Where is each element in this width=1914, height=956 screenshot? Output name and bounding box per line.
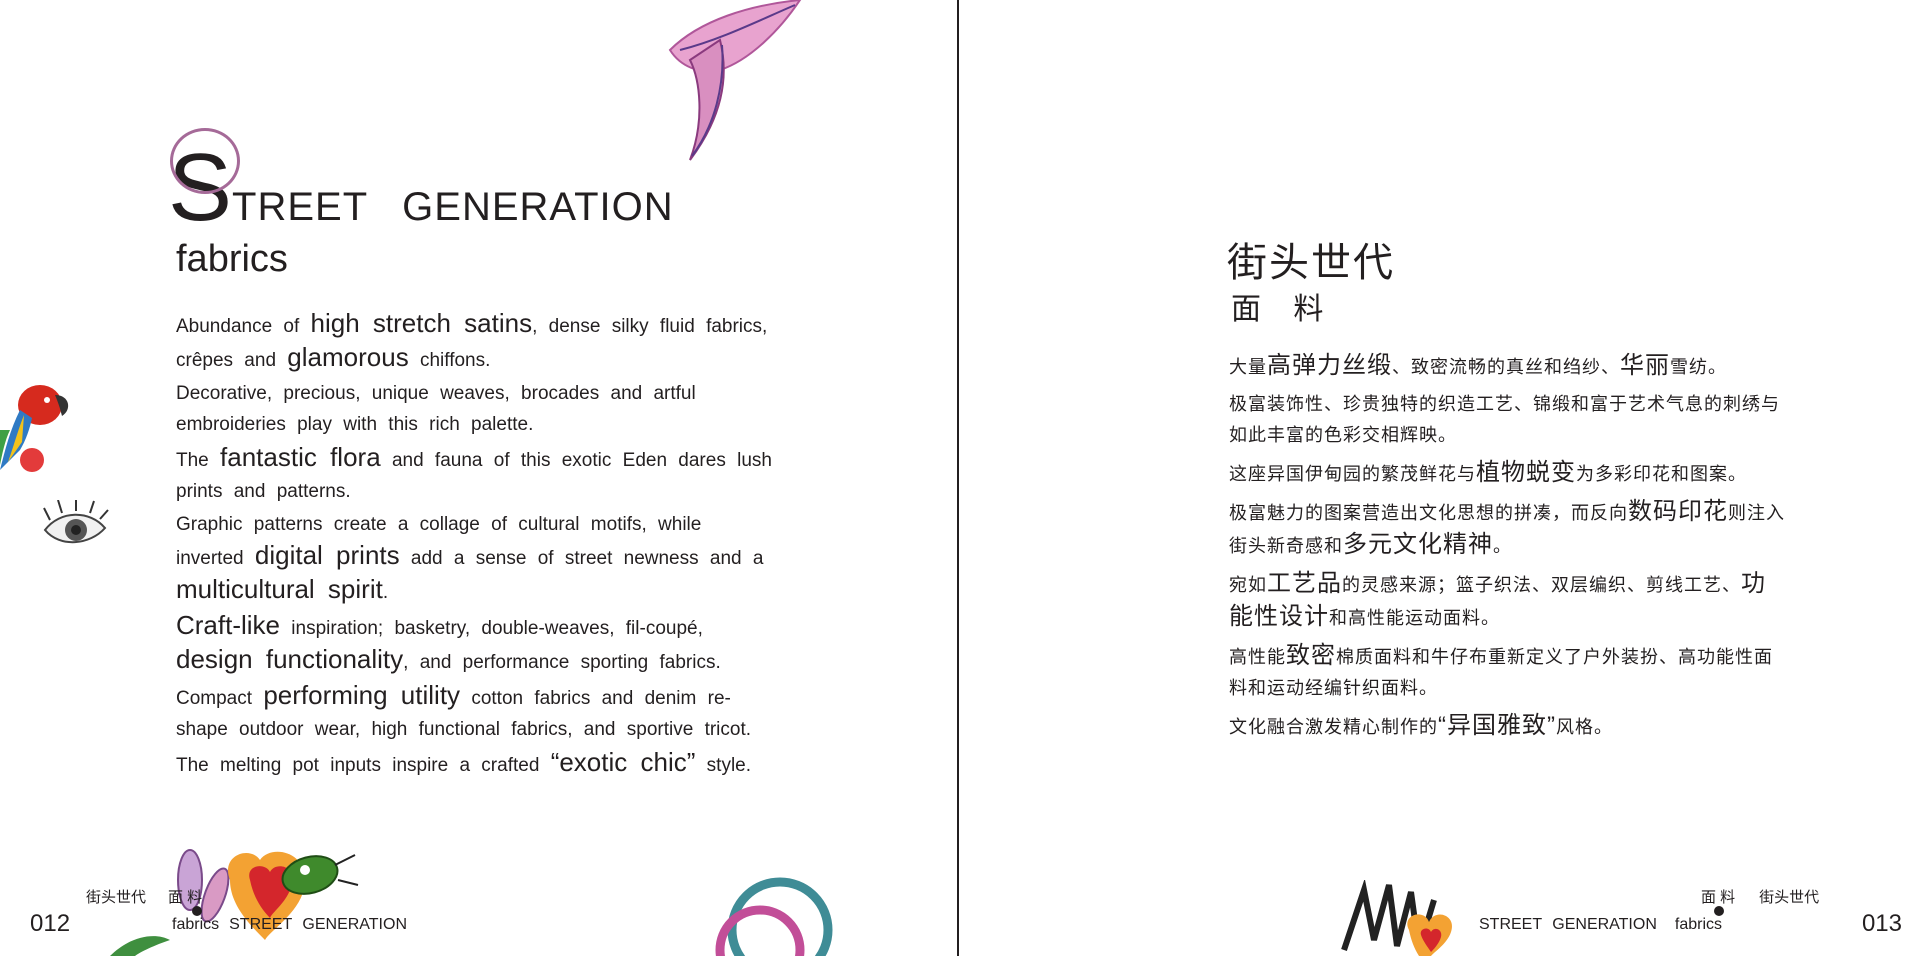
text-run: The melting pot inputs inspire a crafted: [176, 755, 540, 776]
footer-bullet: [1714, 906, 1724, 916]
text-run: and fauna of this exotic Eden dares lush…: [176, 450, 772, 502]
emphasis-run: 功能性设计: [1229, 570, 1766, 630]
emphasis-run: 多元文化精神: [1343, 531, 1493, 558]
running-footer-zh: 面 料 街头世代: [1701, 886, 1819, 907]
text-run: Compact: [176, 688, 253, 709]
page-subtitle: fabrics: [176, 238, 288, 280]
paragraph-1: Abundance of high stretch satins, dense …: [176, 308, 776, 376]
emphasis-run: glamorous: [287, 342, 409, 372]
text-run: The: [176, 450, 209, 471]
text-run: 这座异国伊甸园的繁茂鲜花与: [1229, 464, 1476, 484]
paragraph-4: Graphic patterns create a collage of cul…: [176, 509, 776, 608]
footer-en-subtitle: fabrics: [172, 916, 220, 933]
paragraph-zh-7: 文化融合激发精心制作的“异国雅致”风格。: [1229, 710, 1789, 743]
text-run: , and performance sporting fabrics.: [403, 652, 721, 673]
rings-illustration: [715, 877, 833, 956]
emphasis-run: multicultural spirit: [176, 574, 383, 604]
text-run: Decorative, precious, unique weaves, bro…: [176, 383, 696, 435]
page-title-zh: 街头世代: [1227, 241, 1395, 285]
right-page: 街头世代 面 料 大量高弹力丝缎、致密流畅的真丝和绉纱、华丽雪纺。 极富装饰性、…: [959, 0, 1914, 956]
text-run: , dense silky fluid fabrics, crêpes and: [176, 316, 768, 371]
title-word-2: GENERATION: [402, 185, 674, 229]
paragraph-5: Craft-like inspiration; basketry, double…: [176, 610, 776, 678]
text-run: 雪纺。: [1670, 357, 1727, 377]
emphasis-run: 致密: [1286, 642, 1336, 669]
scribble-flower-illustration: [1341, 880, 1453, 956]
paragraph-6: Compact performing utility cotton fabric…: [176, 680, 776, 745]
text-run: add a sense of street newness and a: [410, 548, 764, 569]
text-run: Graphic patterns create a collage of cul…: [176, 514, 702, 569]
emphasis-run: 华丽: [1620, 352, 1670, 379]
paragraph-zh-1: 大量高弹力丝缎、致密流畅的真丝和绉纱、华丽雪纺。: [1229, 350, 1789, 383]
emphasis-run: performing utility: [263, 680, 461, 710]
text-run: 、致密流畅的真丝和绉纱、: [1392, 357, 1620, 377]
text-run: cotton fabrics and denim re-shape outdoo…: [176, 688, 752, 740]
text-run: 宛如: [1229, 575, 1267, 595]
eye-illustration: [43, 500, 109, 544]
emphasis-run: fantastic flora: [220, 442, 381, 472]
footer-zh-subtitle: 面 料: [168, 889, 203, 906]
emphasis-run: Craft-like: [176, 610, 281, 640]
emphasis-run: 数码印花: [1628, 498, 1728, 525]
text-run: chiffons.: [419, 350, 491, 371]
emphasis-run: design functionality: [176, 644, 404, 674]
text-run: 的灵感来源；篮子织法、双层编织、剪线工艺、: [1342, 575, 1741, 595]
text-run: 高性能: [1229, 647, 1286, 667]
running-footer-en: STREET GENERATION fabrics: [1479, 916, 1722, 934]
heart-flower-illustration: [110, 849, 359, 956]
paragraph-zh-5: 宛如工艺品的灵感来源；篮子织法、双层编织、剪线工艺、功能性设计和高性能运动面料。: [1229, 568, 1789, 634]
footer-zh-subtitle: 面 料: [1701, 889, 1736, 906]
feather-illustration: [668, 0, 802, 161]
text-run: Abundance of: [176, 316, 300, 337]
emphasis-run: 植物蜕变: [1476, 459, 1576, 486]
page-gutter-line: [957, 0, 959, 956]
chinese-body: 大量高弹力丝缎、致密流畅的真丝和绉纱、华丽雪纺。 极富装饰性、珍贵独特的织造工艺…: [1229, 350, 1789, 749]
text-run: 和高性能运动面料。: [1329, 608, 1500, 628]
footer-en-title: STREET GENERATION: [1479, 916, 1657, 933]
paragraph-zh-4: 极富魅力的图案营造出文化思想的拼凑，而反向数码印花则注入街头新奇感和多元文化精神…: [1229, 496, 1789, 562]
emphasis-run: “exotic chic”: [550, 747, 696, 777]
title-block: S TREET GENERATION: [168, 128, 674, 236]
emphasis-run: 高弹力丝缎: [1267, 352, 1392, 379]
footer-en-subtitle: fabrics: [1674, 916, 1722, 933]
title-rest: TREET GENERATION: [232, 185, 674, 230]
text-run: 。: [1493, 536, 1512, 556]
text-run: 极富魅力的图案营造出文化思想的拼凑，而反向: [1229, 503, 1628, 523]
running-footer-en: fabrics STREET GENERATION: [172, 916, 407, 934]
footer-bullet: [192, 906, 202, 916]
text-run: 棉质面料和牛仔布重新定义了户外装扮、高功能性面料和运动经编针织面料。: [1229, 647, 1773, 698]
paragraph-7: The melting pot inputs inspire a crafted…: [176, 747, 776, 781]
page-number: 013: [1861, 910, 1902, 937]
emphasis-run: 工艺品: [1267, 570, 1342, 597]
title-word-1: TREET: [232, 185, 369, 229]
paragraph-zh-2: 极富装饰性、珍贵独特的织造工艺、锦缎和富于艺术气息的刺绣与如此丰富的色彩交相辉映…: [1229, 389, 1789, 451]
paragraph-3: The fantastic flora and fauna of this ex…: [176, 442, 776, 507]
left-page: S TREET GENERATION fabrics Abundance of h…: [0, 0, 833, 956]
paragraph-2: Decorative, precious, unique weaves, bro…: [176, 378, 776, 440]
paragraph-zh-6: 高性能致密棉质面料和牛仔布重新定义了户外装扮、高功能性面料和运动经编针织面料。: [1229, 640, 1789, 704]
footer-zh-title: 街头世代: [1759, 889, 1820, 906]
text-run: 风格。: [1555, 717, 1613, 737]
text-run: style.: [706, 755, 752, 776]
footer-en-title: STREET GENERATION: [229, 916, 407, 933]
text-run: 为多彩印花和图案。: [1576, 464, 1747, 484]
text-run: inspiration; basketry, double-weaves, fi…: [291, 618, 703, 639]
text-run: 极富装饰性、珍贵独特的织造工艺、锦缎和富于艺术气息的刺绣与如此丰富的色彩交相辉映…: [1229, 394, 1780, 445]
text-run: 文化融合激发精心制作的: [1229, 717, 1438, 737]
page-title: S TREET GENERATION: [168, 140, 674, 236]
parrot-illustration: [0, 385, 69, 472]
page-number: 012: [30, 910, 71, 937]
emphasis-run: “异国雅致”: [1438, 712, 1556, 739]
page-subtitle-zh: 面 料: [1231, 293, 1336, 326]
footer-zh-title: 街头世代: [86, 889, 147, 906]
emphasis-run: digital prints: [254, 540, 400, 570]
english-body: Abundance of high stretch satins, dense …: [176, 308, 776, 783]
emphasis-run: high stretch satins: [310, 308, 533, 338]
text-run: .: [382, 582, 389, 603]
paragraph-zh-3: 这座异国伊甸园的繁茂鲜花与植物蜕变为多彩印花和图案。: [1229, 457, 1789, 490]
text-run: 则注入街头新奇感和: [1229, 503, 1785, 556]
running-footer-zh: 街头世代 面 料: [86, 886, 202, 907]
text-run: 大量: [1229, 357, 1267, 377]
title-ring-decoration: [170, 128, 240, 194]
